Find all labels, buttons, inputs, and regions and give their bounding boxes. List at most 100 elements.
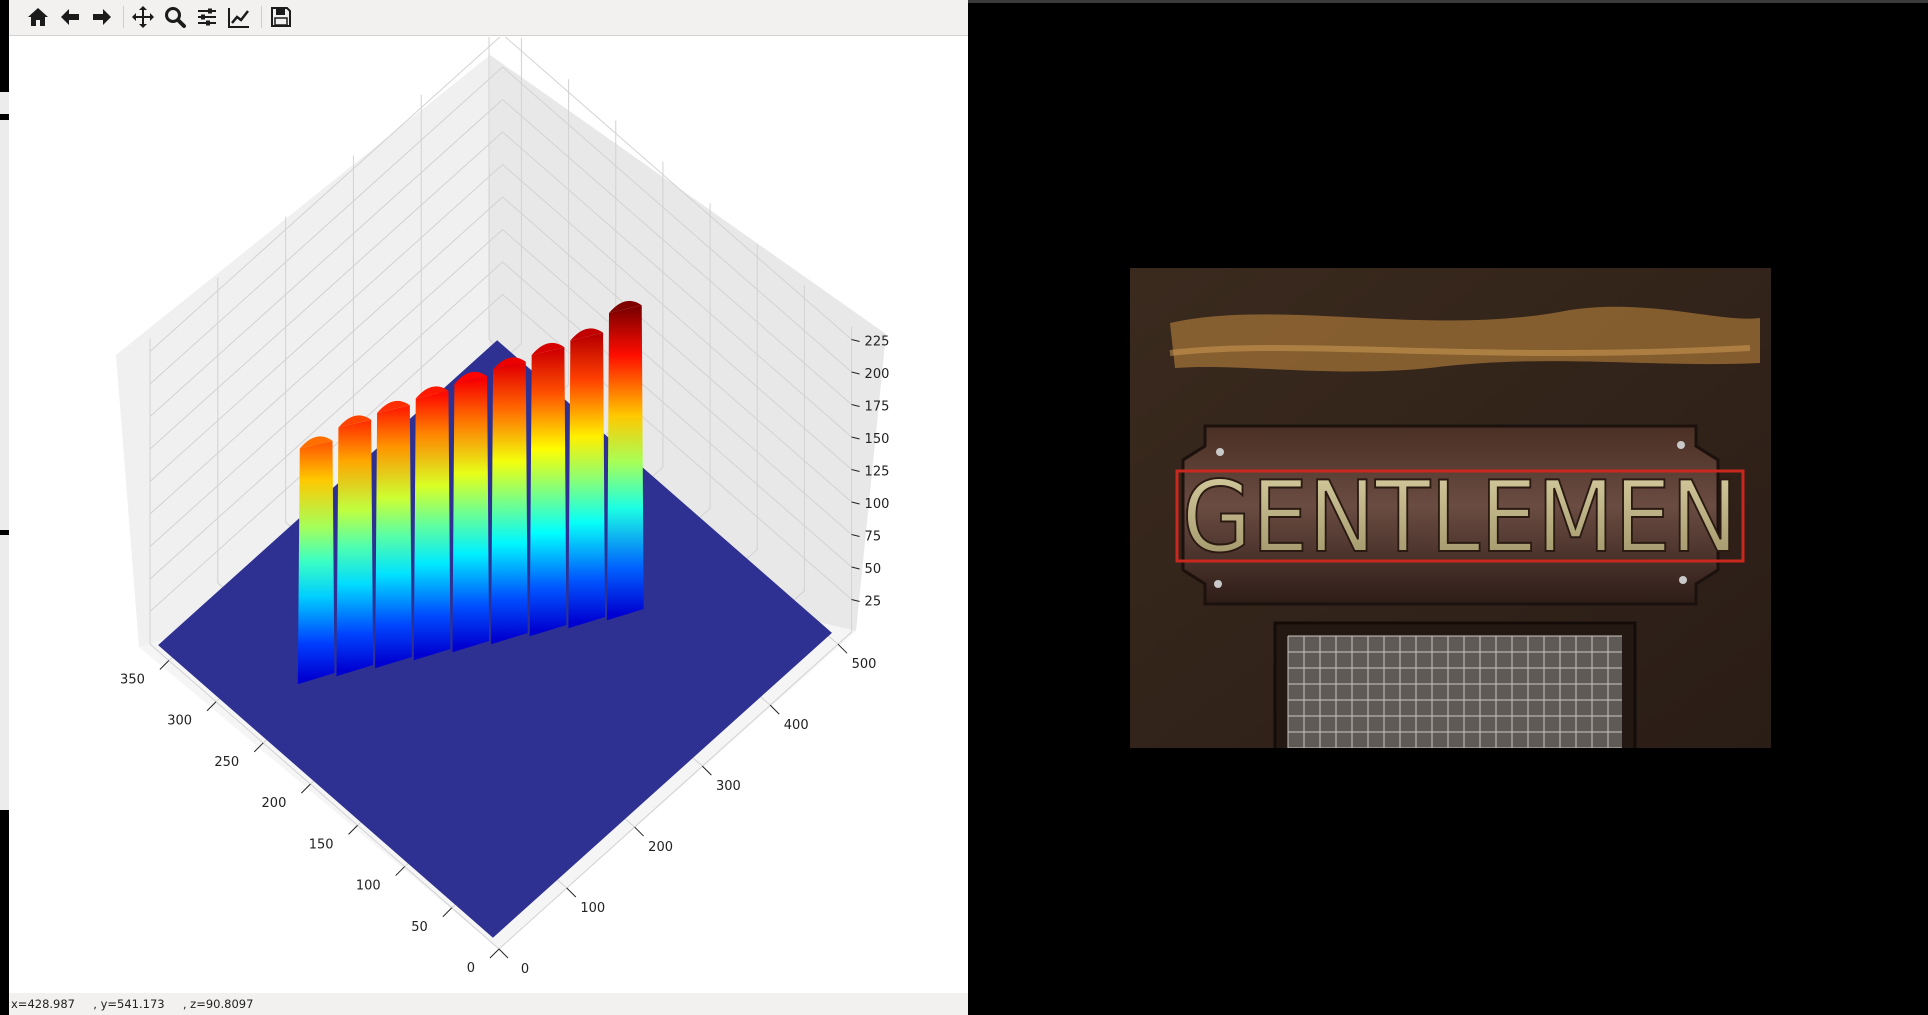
axis-ticks: 0 50 100 150 200 250 300 350 0 100 200 300 400 500 25 5… xyxy=(120,335,889,977)
y-tick-mark xyxy=(837,643,848,654)
zoom-button[interactable] xyxy=(160,2,190,32)
floppy-disk-icon xyxy=(271,7,291,27)
x-tick-label: 200 xyxy=(262,796,287,811)
back-button[interactable] xyxy=(55,2,85,32)
z-tick-mark xyxy=(851,339,860,342)
z-tick-label: 175 xyxy=(865,400,890,415)
surface-ridge-cap xyxy=(299,436,333,449)
y-tick-mark xyxy=(634,826,644,837)
subplots-button[interactable] xyxy=(192,2,222,32)
y-tick-label: 300 xyxy=(716,779,741,794)
surface-ridge-cap xyxy=(338,415,372,428)
gridline xyxy=(149,338,500,950)
status-y-readout: , y=541.173 xyxy=(93,997,165,1011)
z-tick-label: 150 xyxy=(865,432,890,447)
toolbar-separator xyxy=(261,6,262,28)
y-tick-label: 200 xyxy=(648,840,673,855)
edit-axes-button[interactable] xyxy=(224,2,254,32)
z-tick-label: 100 xyxy=(865,497,890,512)
x-tick-mark xyxy=(489,948,500,959)
x-tick-mark xyxy=(301,783,311,794)
z-tick-mark xyxy=(851,469,860,472)
sign-photo: GENTLEMEN xyxy=(1130,268,1771,748)
pan-button[interactable] xyxy=(128,2,158,32)
save-button[interactable] xyxy=(266,2,296,32)
gridline xyxy=(149,261,852,580)
surface-ridge xyxy=(568,332,606,629)
light-reflection-streak xyxy=(1169,345,1751,356)
x-tick-label: 100 xyxy=(356,879,381,894)
z-tick-label: 225 xyxy=(865,335,890,350)
move-icon xyxy=(132,6,154,28)
surface-ridge xyxy=(607,305,644,621)
y-tick-mark xyxy=(566,887,577,898)
x-tick-mark xyxy=(253,742,264,753)
y-tick-mark xyxy=(702,765,712,776)
z-tick-mark xyxy=(851,436,860,440)
viewer-top-border xyxy=(968,0,1928,3)
y-tick-label: 500 xyxy=(852,657,877,672)
z-tick-label: 125 xyxy=(865,465,890,480)
z-tick-mark xyxy=(851,534,860,537)
gridline xyxy=(149,228,852,547)
x-tick-mark xyxy=(206,701,217,712)
surface-ridge xyxy=(336,419,374,677)
glass-wire-mesh xyxy=(1287,635,1622,748)
z-tick-label: 75 xyxy=(865,530,882,545)
x-tick-label: 0 xyxy=(467,961,475,976)
surface-ridge-cap xyxy=(608,300,642,314)
z-tick-label: 50 xyxy=(865,562,882,577)
sliders-icon xyxy=(198,8,216,26)
edge-segment xyxy=(0,335,9,530)
x-tick-label: 300 xyxy=(167,714,192,729)
z-tick-mark xyxy=(851,599,860,602)
surface-plot[interactable]: 0 50 100 150 200 250 300 350 0 100 200 300 400 500 25 5… xyxy=(9,33,968,992)
screw xyxy=(1214,580,1222,588)
sign-lettering: GENTLEMEN xyxy=(1182,461,1738,575)
red-border xyxy=(1175,469,1745,563)
x-tick-mark xyxy=(395,866,406,876)
x-tick-label: 150 xyxy=(309,837,334,852)
x-tick-label: 50 xyxy=(411,920,428,935)
y-tick-mark xyxy=(498,948,509,959)
status-z-readout: , z=90.8097 xyxy=(182,997,254,1011)
surface-ridge-cap xyxy=(415,386,449,399)
surface-ridge-cap xyxy=(454,371,488,384)
surface-ridge xyxy=(413,390,451,661)
x-tick-mark xyxy=(442,907,453,918)
z-tick-mark xyxy=(851,501,860,505)
plot-window: 0 50 100 150 200 250 300 350 0 100 200 300 400 500 25 5… xyxy=(9,0,968,1015)
surface-ridge xyxy=(529,347,567,637)
surface xyxy=(158,300,832,938)
figure-canvas[interactable]: 0 50 100 150 200 250 300 350 0 100 200 300 400 500 25 5… xyxy=(9,33,968,992)
image-viewer: GENTLEMEN xyxy=(968,0,1928,1015)
z-tick-label: 200 xyxy=(865,367,890,382)
surface-ridge xyxy=(452,376,490,653)
arrow-left-icon xyxy=(61,9,79,25)
wired-glass xyxy=(1288,636,1622,748)
magnifier-icon xyxy=(165,7,186,28)
photo-gentlemen-sign: GENTLEMEN xyxy=(1130,268,1771,748)
surface-ridge xyxy=(491,361,528,645)
gridline xyxy=(149,98,852,417)
left-window-edge xyxy=(0,0,9,1015)
y-tick-label: 0 xyxy=(521,962,529,977)
y-tick-label: 100 xyxy=(580,901,605,916)
navigation-toolbar xyxy=(9,0,968,36)
arrow-right-icon xyxy=(93,9,111,25)
gridline xyxy=(149,163,852,482)
x-tick-label: 350 xyxy=(120,672,145,687)
y-tick-label: 400 xyxy=(784,718,809,733)
screw xyxy=(1216,448,1224,456)
edge-segment xyxy=(0,92,9,114)
home-button[interactable] xyxy=(23,2,53,32)
screw xyxy=(1679,576,1687,584)
x-tick-mark xyxy=(159,660,170,670)
x-tick-mark xyxy=(348,825,358,835)
home-icon xyxy=(28,8,48,26)
edge-segment xyxy=(0,535,9,810)
status-x-readout: x=428.987 xyxy=(11,997,75,1011)
forward-button[interactable] xyxy=(87,2,117,32)
surface-ridge xyxy=(375,405,412,669)
z-tick-label: 25 xyxy=(865,595,882,610)
